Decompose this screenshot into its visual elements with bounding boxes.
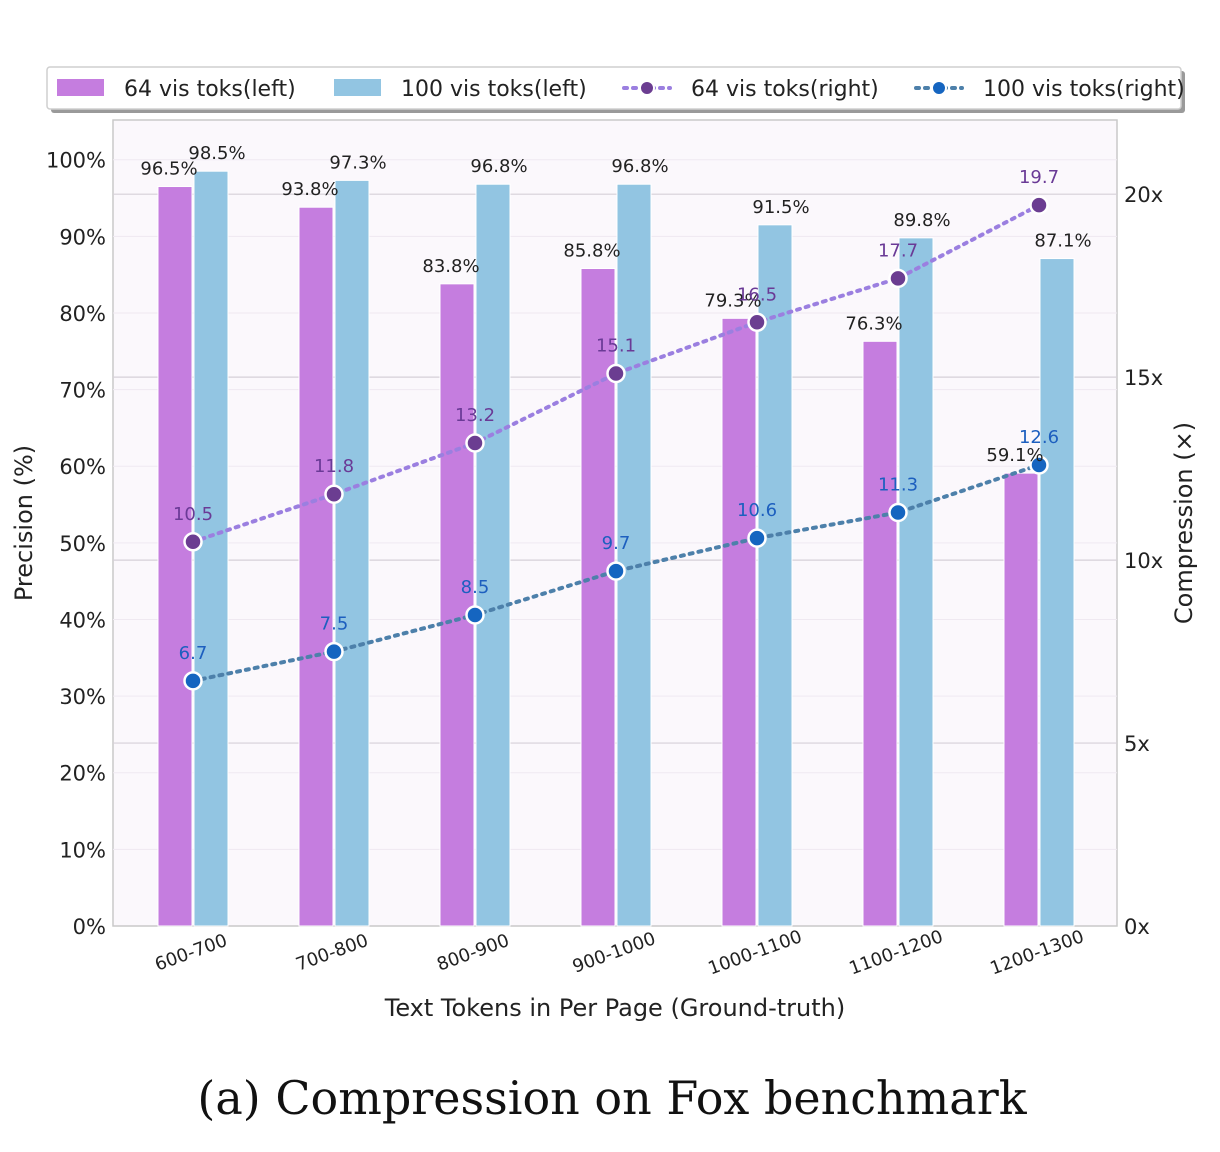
x-tick-label: 800-900 [434,930,512,975]
point-value-label: 10.5 [173,504,213,525]
point-value-label: 11.8 [314,456,354,477]
bar [475,183,511,927]
y2-tick-label: 10x [1124,549,1163,573]
point-value-label: 8.5 [461,577,490,598]
point-marker [606,561,626,581]
figure-caption: (a) Compression on Fox benchmark [197,1071,1027,1125]
point-value-label: 11.3 [878,475,918,496]
point-marker [888,502,908,523]
bar [616,183,652,927]
legend: 64 vis toks(left) 100 vis toks(left) 64 vi… [46,66,1185,113]
point-marker [1029,195,1049,215]
y-tick-label: 100% [46,149,106,173]
y-tick-label: 10% [59,838,106,862]
bar-value-label: 96.8% [611,156,668,177]
point-value-label: 13.2 [455,405,495,426]
y-tick-label: 0% [73,915,106,939]
point-marker [747,528,767,548]
bar-value-label: 89.8% [893,210,950,231]
y2-tick-label: 0x [1124,915,1150,939]
x-tick-label: 900-1000 [570,928,659,977]
point-marker [183,671,203,691]
x-tick-label: 1100-1200 [846,926,945,979]
y2-tick-label: 5x [1124,732,1150,756]
point-marker [324,641,344,662]
point-marker [747,312,767,332]
bar-value-label: 97.3% [329,152,386,173]
legend-label: 100 vis toks(right) [983,77,1185,102]
legend-items: 64 vis toks(left) 100 vis toks(left) 64 vi… [57,77,1185,102]
y-tick-label: 40% [59,608,106,632]
y-tick-label: 80% [59,302,106,326]
markers [183,195,1049,691]
legend-label: 64 vis toks(left) [124,77,296,102]
legend-swatch [57,79,104,96]
y-axis-title: Precision (%) [10,445,38,601]
y-tick-label: 90% [59,225,106,249]
legend-marker [931,80,947,96]
y-tick-label: 30% [59,685,106,709]
x-tick-label: 1000-1100 [705,926,804,979]
bar-value-label: 87.1% [1034,231,1091,252]
legend-label: 64 vis toks(right) [691,77,879,102]
y-tick-label: 20% [59,762,106,786]
bar [298,206,334,927]
point-value-label: 16.5 [737,284,777,305]
data-labels: 96.5% 93.8% 83.8% 85.8% 79.3% 76.3% 59.1% 98.5%… [140,143,1091,664]
point-marker [465,433,485,453]
bar-value-label: 79.3% [704,290,761,311]
point-value-label: 7.5 [320,614,349,635]
bar-value-label: 96.5% [140,159,197,180]
point-marker [183,532,203,552]
bar [862,340,898,927]
y-tick-label: 70% [59,379,106,403]
bar-value-label: 96.8% [470,156,527,177]
y-tick-label: 50% [59,532,106,556]
x-axis-title: Text Tokens in Per Page (Ground-truth) [384,994,845,1022]
bars [157,170,1075,927]
point-marker [888,268,908,289]
y-tick-label: 60% [59,455,106,479]
bar-value-label: 83.8% [422,256,479,277]
point-value-label: 6.7 [179,643,208,664]
bar-value-label: 91.5% [752,197,809,218]
legend-marker [639,80,655,96]
y2-tick-label: 15x [1124,366,1163,390]
bar [334,179,370,927]
point-value-label: 17.7 [878,240,918,261]
bar-value-label: 98.5% [188,143,245,164]
bar [1003,472,1039,927]
bar [1039,258,1075,927]
bar-value-label: 76.3% [845,313,902,334]
point-value-label: 15.1 [596,335,636,356]
legend-swatch [334,79,381,96]
x-tick-label: 700-800 [293,930,371,975]
point-value-label: 19.7 [1019,167,1059,188]
bar [898,237,934,927]
point-value-label: 9.7 [602,533,631,554]
bar-value-label: 93.8% [281,179,338,200]
bar-value-label: 85.8% [563,241,620,262]
point-marker [606,363,626,384]
legend-box [46,66,1182,110]
bar [757,224,793,927]
bar [721,317,757,927]
point-marker [465,605,485,625]
point-value-label: 10.6 [737,500,777,521]
legend-label: 100 vis toks(left) [401,77,587,102]
point-value-label: 12.6 [1019,427,1059,448]
bar [439,283,475,927]
x-tick-label: 600-700 [152,930,230,975]
y2-axis-title: Compression (×) [1170,422,1198,624]
bar-value-label: 59.1% [986,445,1043,466]
x-tick-label: 1200-1300 [987,926,1086,979]
point-marker [1029,455,1049,475]
point-marker [324,484,344,504]
bar [157,186,193,927]
y2-tick-label: 20x [1124,183,1163,207]
